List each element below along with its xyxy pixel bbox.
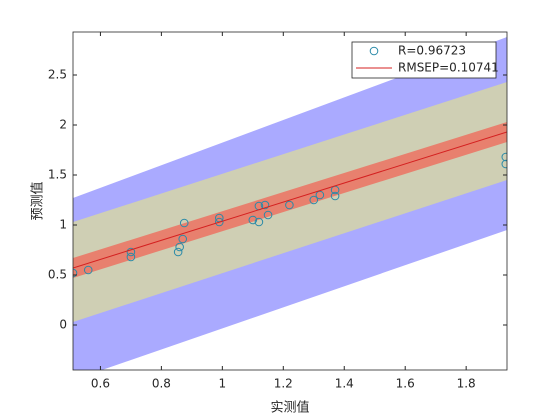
- legend-label: RMSEP=0.10741: [398, 61, 499, 75]
- y-tick-label: 0.5: [48, 268, 67, 282]
- x-tick-label: 0.6: [91, 377, 110, 391]
- point: [178, 234, 188, 244]
- point: [263, 210, 273, 220]
- legend-marker: [369, 46, 379, 56]
- axes-box: [72, 31, 508, 371]
- x-tick-label: 1: [219, 377, 227, 391]
- point: [179, 218, 189, 228]
- y-tick-label: 1: [59, 218, 67, 232]
- y-tick-label: 2: [59, 118, 67, 132]
- point: [83, 265, 93, 275]
- point: [330, 191, 340, 201]
- y-tick-label: 0: [59, 318, 67, 332]
- y-axis-label: 预测值: [30, 181, 46, 220]
- x-axis-label: 实测值: [270, 400, 309, 416]
- point: [501, 152, 507, 162]
- point: [501, 159, 507, 169]
- point: [285, 200, 294, 210]
- point: [248, 215, 258, 225]
- y-tick-label: 1.5: [48, 168, 67, 182]
- x-tick-label: 1.2: [274, 377, 293, 391]
- x-tick-label: 1.4: [335, 377, 354, 391]
- point: [214, 217, 224, 227]
- point: [315, 190, 325, 200]
- point: [73, 268, 78, 278]
- point: [175, 242, 184, 252]
- point: [126, 252, 136, 262]
- x-tick-label: 1.6: [396, 377, 415, 391]
- plot-layer: [73, 37, 507, 370]
- point: [254, 217, 264, 227]
- point: [309, 195, 319, 205]
- y-tick-label: 2.5: [48, 68, 67, 82]
- fit-line: [73, 131, 507, 269]
- x-tick-label: 0.8: [152, 377, 171, 391]
- legend-label: R=0.96723: [398, 44, 466, 58]
- point: [260, 200, 270, 210]
- point: [173, 247, 183, 257]
- x-tick-label: 1.8: [457, 377, 476, 391]
- point: [126, 247, 136, 257]
